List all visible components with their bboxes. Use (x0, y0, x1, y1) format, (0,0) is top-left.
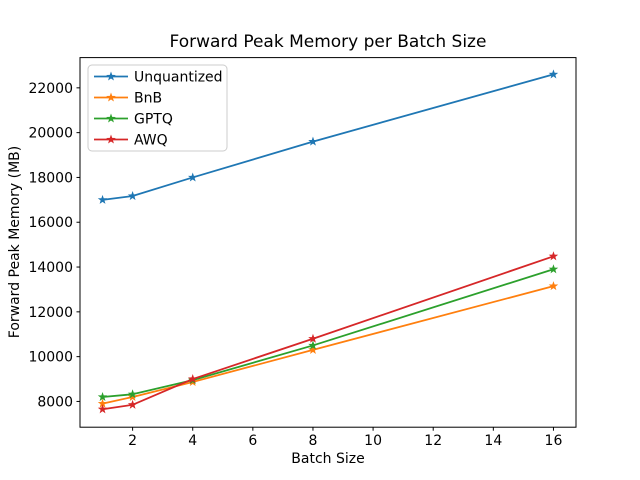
y-tick-label: 14000 (28, 260, 73, 276)
data-point-marker-awq (97, 404, 108, 414)
data-point-marker-unquantized (187, 172, 198, 182)
data-point-marker-gptq (127, 389, 138, 399)
x-tick-label: 8 (309, 433, 318, 449)
y-axis-label: Forward Peak Memory (MB) (7, 146, 23, 338)
data-point-marker-unquantized (308, 136, 318, 146)
y-tick-label: 22000 (28, 81, 73, 97)
y-tick-label: 8000 (37, 394, 73, 410)
plot-area (79, 57, 577, 428)
legend-item-awq: AWQ (94, 133, 168, 149)
y-tick-label: 18000 (28, 170, 73, 186)
legend-label-bnb: BnB (134, 91, 162, 107)
data-point-marker-gptq (548, 264, 559, 274)
x-tick-label: 12 (424, 433, 442, 449)
data-point-marker-bnb (548, 281, 559, 291)
data-point-marker-unquantized (548, 69, 559, 79)
y-tick-label: 16000 (28, 215, 73, 231)
data-point-marker-awq (187, 374, 198, 384)
chart-title: Forward Peak Memory per Batch Size (170, 32, 487, 52)
x-tick-label: 6 (248, 433, 257, 449)
legend: Unquantized BnB GPTQ AWQ (87, 64, 228, 152)
x-tick-label: 2 (128, 433, 137, 449)
x-tick-label: 4 (188, 433, 197, 449)
data-point-marker-gptq (97, 391, 108, 402)
x-tick-label: 10 (364, 433, 382, 449)
data-point-marker-awq (308, 333, 318, 343)
data-point-marker-bnb (308, 344, 318, 354)
data-point-marker-bnb (97, 398, 108, 408)
x-axis-label: Batch Size (291, 451, 364, 467)
legend-label-awq: AWQ (134, 133, 168, 149)
legend-marker-icon-bnb (106, 92, 116, 102)
legend-item-unquantized: Unquantized (94, 70, 223, 86)
legend-box (87, 64, 228, 152)
legend-label-unquantized: Unquantized (134, 70, 223, 86)
legend-marker-icon-awq (106, 134, 116, 144)
legend-item-bnb: BnB (94, 91, 162, 107)
legend-label-gptq: GPTQ (134, 112, 173, 128)
legend-marker-icon-unquantized (106, 71, 116, 81)
y-tick-label: 20000 (28, 126, 73, 142)
y-tick-label: 10000 (28, 350, 73, 366)
legend-item-gptq: GPTQ (94, 112, 173, 128)
data-point-marker-awq (548, 251, 559, 261)
data-point-marker-unquantized (127, 191, 138, 201)
data-point-marker-gptq (308, 340, 318, 350)
data-point-marker-unquantized (97, 194, 108, 204)
data-point-marker-bnb (127, 391, 138, 402)
x-tick-label: 14 (484, 433, 502, 449)
legend-marker-icon-gptq (106, 113, 116, 123)
y-tick-label: 12000 (28, 305, 73, 321)
x-tick-label: 16 (545, 433, 563, 449)
data-point-marker-awq (127, 399, 138, 409)
